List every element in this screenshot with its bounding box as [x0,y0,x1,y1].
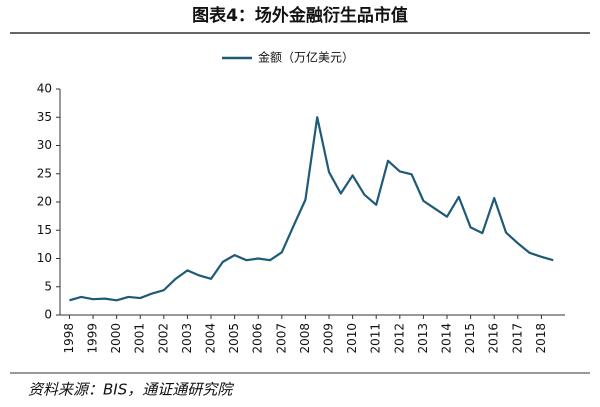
chart-title: 图表4：场外金融衍生品市值 [192,5,408,26]
y-tick-label: 10 [37,251,52,265]
x-tick-label: 2009 [322,323,336,354]
x-tick-label: 2012 [392,323,406,354]
x-tick-label: 2008 [298,323,312,354]
x-tick-label: 2006 [251,323,265,354]
x-tick-label: 2007 [274,323,288,354]
x-tick-label: 2010 [345,323,359,354]
x-tick-label: 2004 [204,323,218,354]
x-tick-label: 2017 [510,323,524,354]
y-tick-label: 40 [37,82,52,96]
y-tick-label: 30 [37,138,52,152]
x-tick-label: 2002 [156,323,170,354]
x-tick-label: 2011 [369,323,383,354]
legend-label: 金额（万亿美元） [258,50,354,65]
source-note: 资料来源：BIS，通证通研究院 [28,381,234,399]
x-tick-label: 2014 [440,323,454,354]
y-tick-label: 5 [44,279,52,293]
x-tick-label: 2000 [109,323,123,354]
x-tick-label: 2018 [534,323,548,354]
x-tick-label: 2015 [463,323,477,354]
y-tick-label: 20 [37,195,52,209]
y-tick-label: 0 [44,308,52,322]
y-tick-label: 35 [37,110,52,124]
x-tick-label: 1999 [86,323,100,354]
data-line [69,116,554,302]
y-tick-label: 15 [37,223,52,237]
x-tick-label: 2013 [416,323,430,354]
x-tick-label: 2005 [227,323,241,354]
x-tick-label: 2016 [487,323,501,354]
y-tick-label: 25 [37,166,52,180]
x-tick-label: 1998 [62,323,76,354]
x-tick-label: 2003 [180,323,194,354]
x-tick-label: 2001 [133,323,147,354]
